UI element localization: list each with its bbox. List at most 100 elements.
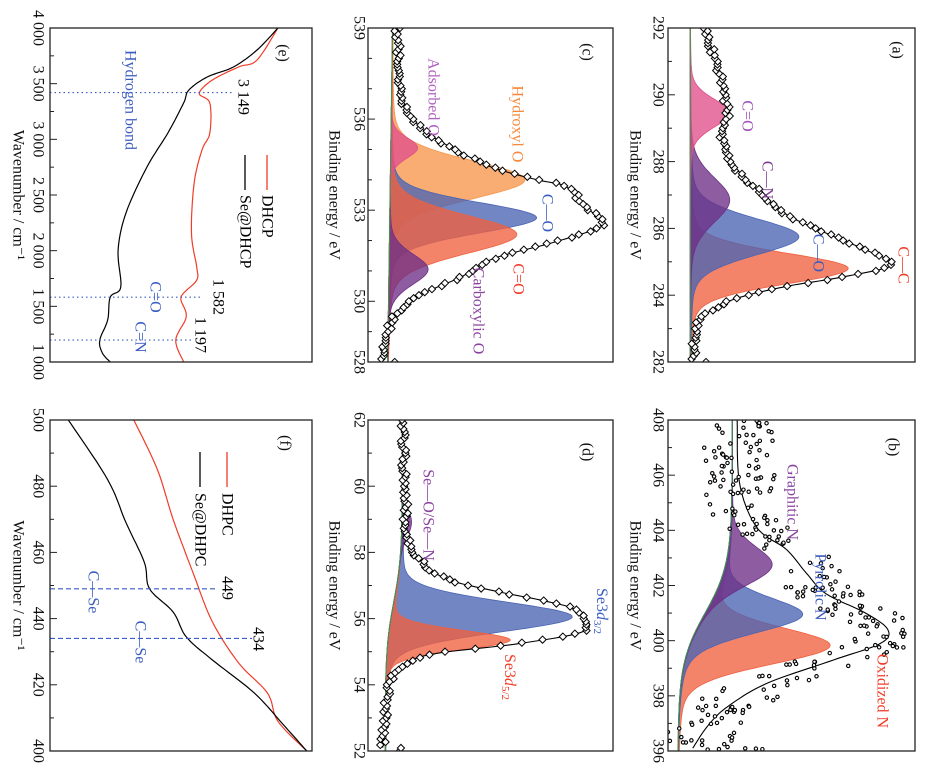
data-point [740, 532, 745, 537]
data-point [481, 257, 491, 267]
data-point [736, 433, 742, 439]
panel-label: (e) [275, 44, 292, 62]
x-tick-label: 52 [351, 743, 368, 759]
legend-label: Se@DHPC [192, 493, 209, 566]
data-point [450, 578, 460, 587]
series-line-1 [98, 28, 279, 362]
data-point [852, 636, 858, 642]
x-tick-label: 62 [351, 412, 368, 428]
x-tick-label: 286 [650, 216, 667, 240]
data-point [422, 126, 432, 136]
data-point [794, 675, 800, 681]
data-point [402, 102, 412, 112]
data-point [765, 521, 770, 527]
data-point [894, 645, 900, 650]
data-point [754, 457, 759, 463]
data-point [700, 707, 705, 713]
data-point [847, 619, 853, 625]
data-point [892, 611, 898, 616]
series-line-0 [133, 420, 308, 751]
plot-area [687, 28, 896, 362]
data-point [753, 466, 759, 471]
data-point [491, 163, 500, 172]
data-point [901, 645, 906, 650]
data-point [381, 737, 390, 747]
data-point [771, 476, 776, 482]
data-point [701, 357, 711, 362]
annotation-label: C=O [147, 281, 164, 312]
panel-label: (a) [889, 41, 906, 59]
data-point [719, 715, 725, 721]
data-point [763, 534, 768, 539]
data-point [818, 561, 824, 566]
x-tick-label: 2 000 [30, 233, 47, 269]
data-point [846, 663, 851, 669]
data-point [881, 652, 887, 657]
data-point [710, 512, 716, 517]
component-label: Se—O/Se—N [420, 469, 437, 561]
data-point [695, 705, 701, 710]
data-point [680, 740, 686, 745]
data-point [699, 718, 704, 724]
x-tick-label: 290 [650, 83, 667, 107]
x-tick-label: 533 [351, 198, 368, 222]
data-point [806, 221, 815, 230]
label-italic: d [594, 612, 611, 621]
data-point [713, 703, 719, 709]
marker-label: 449 [219, 576, 236, 600]
x-tick-label: 400 [30, 739, 47, 763]
data-point [798, 218, 808, 227]
data-point [865, 631, 871, 636]
x-tick-label: 282 [650, 350, 667, 374]
data-point [830, 612, 835, 618]
data-point [839, 644, 845, 650]
panel-label: (d) [579, 443, 596, 462]
background-line [387, 28, 393, 362]
data-point [375, 740, 385, 750]
data-point [744, 531, 750, 537]
data-point [710, 471, 715, 476]
data-point [890, 643, 896, 649]
data-point [881, 254, 891, 264]
data-point [833, 579, 838, 584]
data-point [740, 710, 745, 716]
data-point [766, 673, 772, 679]
x-tick-label: 398 [650, 684, 667, 708]
component-label: Hydroxyl O [509, 86, 526, 163]
data-point [848, 592, 853, 598]
data-point [732, 707, 738, 713]
data-point [754, 420, 759, 423]
data-point [415, 653, 425, 663]
data-point [793, 661, 799, 667]
data-point [699, 738, 705, 743]
data-point [900, 634, 906, 640]
data-point [756, 476, 761, 481]
data-point [860, 245, 870, 254]
data-point [712, 478, 718, 483]
data-point [764, 420, 769, 426]
component-label: Adsorbed O [425, 58, 442, 136]
data-point [729, 469, 735, 475]
data-point [810, 587, 816, 593]
data-point [776, 205, 786, 215]
data-point [741, 521, 747, 527]
data-point [776, 534, 782, 539]
data-point [748, 181, 758, 191]
data-point [720, 452, 726, 457]
x-tick-label: 1 500 [30, 288, 47, 324]
data-point [724, 455, 730, 460]
fit-component-2 [677, 420, 773, 751]
annotation-label: C=N [132, 321, 149, 353]
data-point [714, 423, 720, 428]
data-point [826, 554, 831, 560]
data-point [754, 486, 760, 491]
data-point [668, 738, 673, 744]
data-point [746, 463, 752, 469]
data-point [730, 482, 736, 487]
data-point [841, 591, 846, 596]
data-point [857, 589, 862, 595]
data-point [721, 686, 727, 691]
data-point [700, 309, 710, 318]
data-point [707, 480, 713, 485]
data-point [733, 478, 739, 483]
